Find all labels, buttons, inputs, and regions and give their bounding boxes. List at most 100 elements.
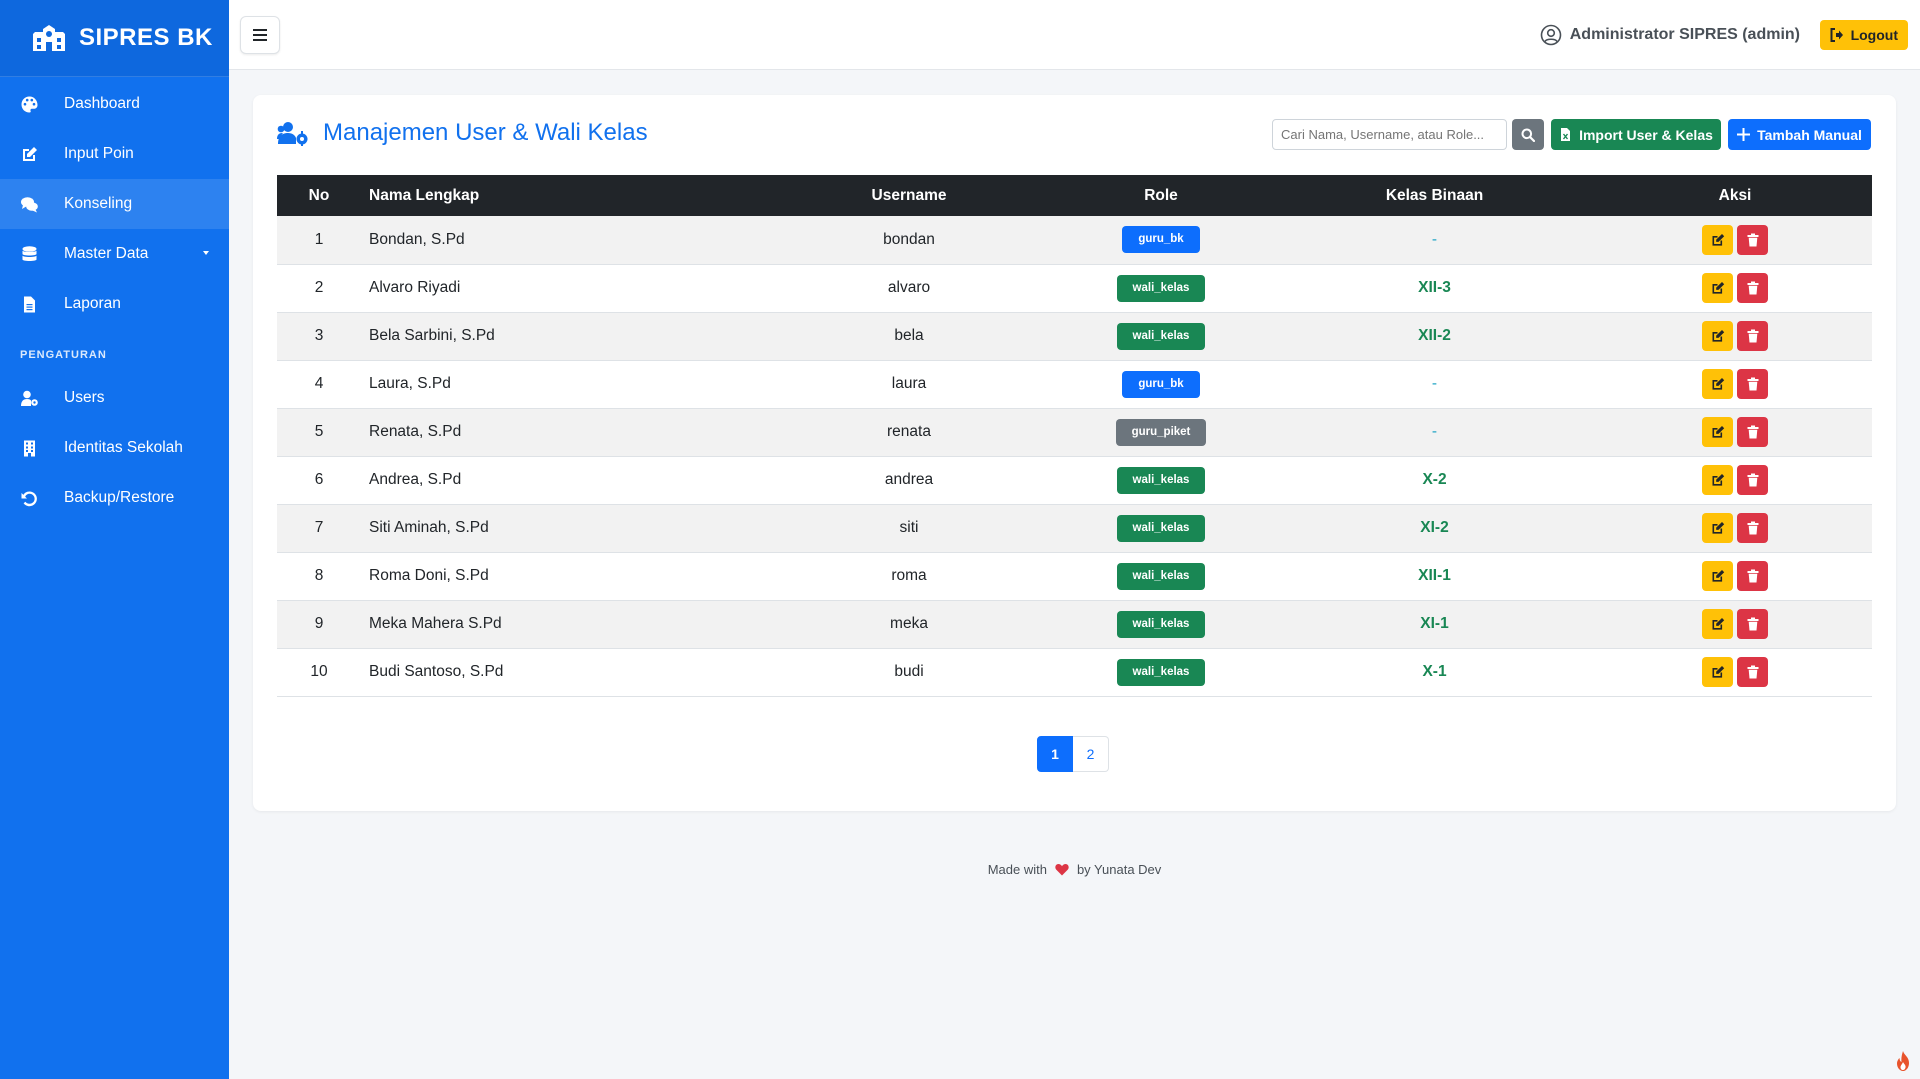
sidebar-item-backup-restore[interactable]: Backup/Restore (0, 473, 229, 523)
sidebar-item-users[interactable]: Users (0, 373, 229, 423)
cell-role: guru_piket (1051, 408, 1271, 457)
cell-name: Siti Aminah, S.Pd (361, 504, 767, 553)
table-row: 7 Siti Aminah, S.Pd siti wali_kelas XI-2 (277, 504, 1872, 553)
cell-role: wali_kelas (1051, 504, 1271, 553)
cell-aksi (1598, 456, 1872, 505)
sidebar-item-master-data[interactable]: Master Data (0, 229, 229, 279)
edit-icon (20, 145, 38, 163)
cell-role: wali_kelas (1051, 456, 1271, 505)
role-badge: wali_kelas (1116, 466, 1206, 494)
delete-button[interactable] (1737, 273, 1768, 303)
page-link-2[interactable]: 2 (1073, 736, 1109, 772)
delete-button[interactable] (1737, 513, 1768, 543)
logout-label: Logout (1850, 27, 1898, 43)
delete-button[interactable] (1737, 369, 1768, 399)
file-icon (20, 295, 38, 313)
cell-kelas: XI-2 (1271, 504, 1598, 553)
table-row: 9 Meka Mahera S.Pd meka wali_kelas XI-1 (277, 600, 1872, 649)
logout-button[interactable]: Logout (1819, 20, 1908, 50)
table-row: 6 Andrea, S.Pd andrea wali_kelas X-2 (277, 456, 1872, 505)
role-badge: wali_kelas (1116, 274, 1206, 302)
cell-kelas: - (1271, 408, 1598, 457)
page-link-1[interactable]: 1 (1037, 736, 1073, 772)
cell-no: 4 (277, 360, 361, 409)
kelas-binaan: - (1431, 375, 1438, 392)
search-button[interactable] (1512, 119, 1544, 150)
cell-username: budi (767, 648, 1051, 697)
cell-aksi (1598, 360, 1872, 409)
delete-button[interactable] (1737, 609, 1768, 639)
footer-author: by Yunata Dev (1076, 862, 1162, 877)
role-badge: wali_kelas (1116, 562, 1206, 590)
page-title: Manajemen User & Wali Kelas (323, 119, 648, 146)
import-button[interactable]: Import User & Kelas (1551, 119, 1721, 150)
plus-icon (1737, 128, 1751, 141)
sign-out-icon (1830, 28, 1843, 42)
trash-icon (1747, 425, 1758, 439)
trash-icon (1747, 377, 1758, 391)
edit-button[interactable] (1702, 513, 1733, 543)
sidebar-item-konseling[interactable]: Konseling (0, 179, 229, 229)
delete-button[interactable] (1737, 561, 1768, 591)
role-badge: wali_kelas (1116, 610, 1206, 638)
hamburger-icon (253, 29, 267, 41)
cell-no: 10 (277, 648, 361, 697)
table-row: 10 Budi Santoso, S.Pd budi wali_kelas X-1 (277, 648, 1872, 697)
edit-button[interactable] (1702, 321, 1733, 351)
cell-role: wali_kelas (1051, 648, 1271, 697)
building-icon (20, 439, 38, 457)
table-row: 2 Alvaro Riyadi alvaro wali_kelas XII-3 (277, 264, 1872, 313)
edit-icon (1712, 522, 1724, 534)
cell-name: Roma Doni, S.Pd (361, 552, 767, 601)
sidebar-heading: PENGATURAN (20, 349, 107, 361)
edit-button[interactable] (1702, 609, 1733, 639)
cell-username: alvaro (767, 264, 1051, 313)
user-cog-icon (20, 389, 38, 407)
add-manual-button[interactable]: Tambah Manual (1728, 119, 1871, 150)
trash-icon (1747, 281, 1758, 295)
delete-button[interactable] (1737, 417, 1768, 447)
kelas-binaan: X-2 (1422, 471, 1447, 488)
cell-name: Bela Sarbini, S.Pd (361, 312, 767, 361)
sidebar-item-laporan[interactable]: Laporan (0, 279, 229, 329)
edit-button[interactable] (1702, 273, 1733, 303)
database-icon (20, 245, 38, 263)
edit-button[interactable] (1702, 657, 1733, 687)
header-aksi: Aksi (1598, 175, 1872, 216)
users-cog-icon (277, 122, 308, 146)
edit-button[interactable] (1702, 369, 1733, 399)
delete-button[interactable] (1737, 465, 1768, 495)
delete-button[interactable] (1737, 224, 1768, 255)
edit-button[interactable] (1702, 417, 1733, 447)
delete-button[interactable] (1737, 321, 1768, 351)
heart-icon (1055, 864, 1069, 876)
page-title-wrap: Manajemen User & Wali Kelas (277, 119, 648, 147)
user-menu[interactable]: Administrator SIPRES (admin) (1540, 24, 1800, 46)
cell-username: roma (767, 552, 1051, 601)
table-header-row: No Nama Lengkap Username Role Kelas Bina… (277, 175, 1872, 216)
cell-kelas: XII-3 (1271, 264, 1598, 313)
cell-no: 1 (277, 216, 361, 265)
trash-icon (1747, 569, 1758, 583)
edit-icon (1712, 570, 1724, 582)
search-input[interactable] (1272, 119, 1507, 150)
sidebar-item-identitas-sekolah[interactable]: Identitas Sekolah (0, 423, 229, 473)
edit-button[interactable] (1702, 561, 1733, 591)
edit-button[interactable] (1702, 465, 1733, 495)
cell-no: 9 (277, 600, 361, 649)
cell-role: guru_bk (1051, 360, 1271, 409)
cell-kelas: XII-2 (1271, 312, 1598, 361)
cell-kelas: X-1 (1271, 648, 1598, 697)
cell-role: wali_kelas (1051, 600, 1271, 649)
kelas-binaan: XI-1 (1420, 615, 1449, 632)
sidebar-toggle-button[interactable] (240, 16, 280, 54)
edit-button[interactable] (1702, 224, 1733, 255)
sidebar-item-input-poin[interactable]: Input Poin (0, 129, 229, 179)
cell-no: 7 (277, 504, 361, 553)
cell-role: wali_kelas (1051, 552, 1271, 601)
brand[interactable]: SIPRES BK (0, 0, 229, 77)
delete-button[interactable] (1737, 657, 1768, 687)
sidebar-item-dashboard[interactable]: Dashboard (0, 79, 229, 129)
cell-no: 6 (277, 456, 361, 505)
